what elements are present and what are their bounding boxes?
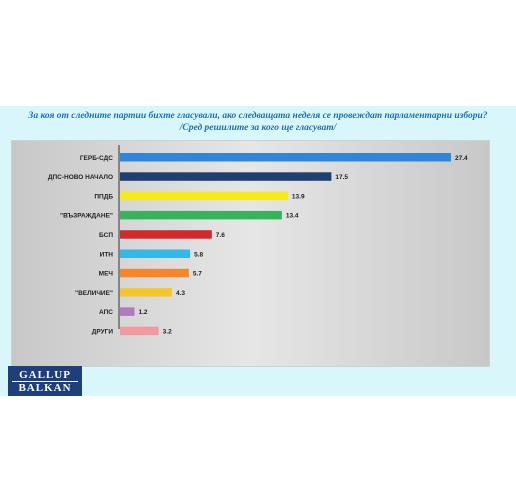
bar — [120, 172, 332, 181]
category-label: "ВЪЗРАЖДАНЕ" — [60, 213, 113, 220]
category-label: "ВЕЛИЧИЕ" — [75, 290, 113, 297]
plot-area: ГЕРБ-СДС 27.4 ДПС-НОВО НАЧАЛО 17.5 ППДБ 13.9 "… — [11, 140, 490, 367]
chart-title: За коя от следните партии бихте гласувал… — [28, 111, 488, 121]
data-label: 27.4 — [455, 155, 468, 162]
category-label: ГЕРБ-СДС — [80, 155, 113, 162]
category-label: МЕЧ — [99, 271, 114, 278]
data-label: 4.3 — [176, 290, 185, 297]
bar — [120, 307, 135, 316]
data-label: 5.8 — [194, 251, 203, 258]
category-label: ДРУГИ — [92, 328, 114, 335]
bar — [120, 230, 212, 239]
category-label: ДПС-НОВО НАЧАЛО — [48, 174, 113, 181]
category-label: АПС — [99, 309, 113, 316]
data-label: 13.9 — [292, 193, 305, 200]
logo-line-1: GALLUP — [19, 369, 71, 381]
chart-subtitle: /Сред решилите за кого ще гласуват/ — [179, 123, 337, 133]
bar — [120, 249, 191, 258]
data-label: 13.4 — [286, 213, 299, 220]
data-label: 5.7 — [193, 271, 202, 278]
data-label: 3.2 — [163, 328, 172, 335]
category-label: ИТН — [100, 251, 114, 258]
data-label: 7.6 — [216, 232, 225, 239]
bar — [120, 153, 451, 162]
logo-divider — [12, 381, 78, 382]
bar — [120, 268, 189, 278]
data-label: 17.5 — [335, 174, 348, 181]
category-label: БСП — [99, 232, 113, 239]
slide-panel: За коя от следните партии бихте гласувал… — [0, 106, 516, 396]
gallup-balkan-logo: GALLUP BALKAN — [8, 366, 82, 396]
data-label: 1.2 — [138, 309, 147, 316]
category-label: ППДБ — [94, 193, 113, 200]
bar — [120, 288, 172, 297]
bar — [120, 326, 159, 336]
bar — [120, 210, 282, 220]
bar — [120, 191, 288, 201]
logo-line-2: BALKAN — [18, 382, 72, 394]
bar-chart: ГЕРБ-СДС 27.4 ДПС-НОВО НАЧАЛО 17.5 ППДБ 13.9 "… — [48, 145, 468, 336]
